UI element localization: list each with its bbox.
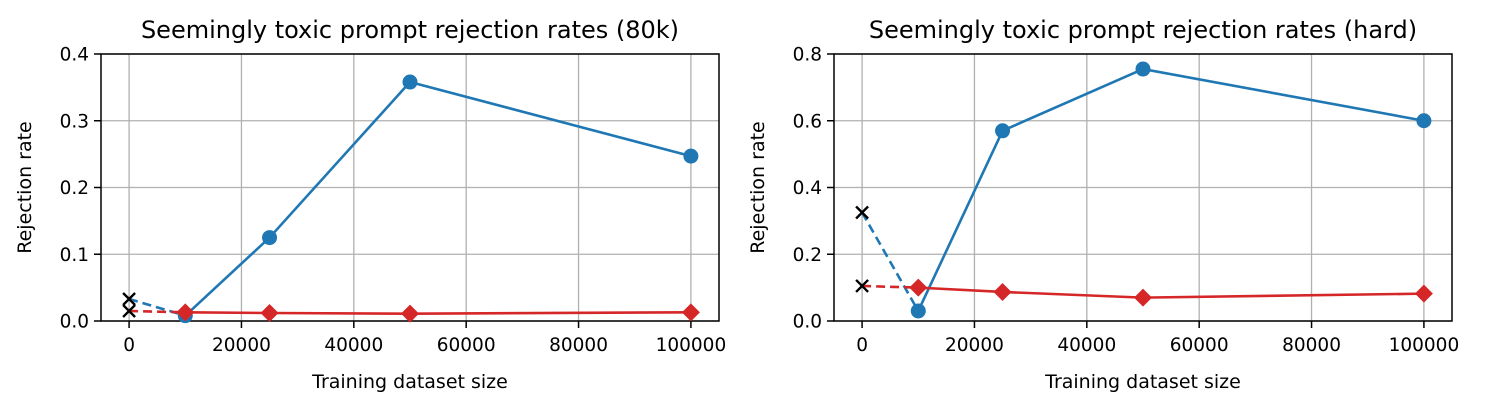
series-red xyxy=(122,303,700,323)
data-point xyxy=(402,74,418,90)
data-point xyxy=(683,148,699,164)
x-tick-label: 0 xyxy=(123,335,135,356)
chart-panel-2: 0 20000 40000 60000 80000 100000 0.0 0.2 0.4 0.6 0… xyxy=(747,16,1459,393)
y-tick-label: 0.4 xyxy=(793,178,822,199)
y-tick-label: 0.6 xyxy=(793,111,822,132)
x-tick-label: 100000 xyxy=(1389,335,1460,356)
data-point xyxy=(1135,61,1151,77)
series-blue-line xyxy=(184,80,692,317)
y-tick-label: 0.0 xyxy=(60,312,89,333)
data-point xyxy=(262,230,278,246)
baseline-x-marker xyxy=(855,279,869,293)
x-axis-label: Training dataset size xyxy=(311,371,508,393)
data-point xyxy=(909,278,928,297)
y-tick-label: 0.2 xyxy=(793,245,822,266)
data-point xyxy=(993,282,1012,301)
x-tick-label: 20000 xyxy=(212,335,271,356)
series-red xyxy=(855,278,1433,307)
data-point xyxy=(176,303,195,322)
x-axis-label: Training dataset size xyxy=(1044,371,1241,393)
data-point xyxy=(1134,288,1152,307)
x-tick-label: 80000 xyxy=(1282,335,1341,356)
x-tick-label: 40000 xyxy=(1057,335,1116,356)
y-tick-label: 0.2 xyxy=(60,178,89,199)
series-red-baseline-connector xyxy=(862,284,919,289)
data-point xyxy=(260,303,279,322)
y-tick-label: 0.3 xyxy=(60,111,89,132)
data-point xyxy=(401,304,419,323)
data-point xyxy=(910,303,926,319)
data-point xyxy=(681,303,700,322)
x-tick-label: 60000 xyxy=(1170,335,1229,356)
y-axis-label: Rejection rate xyxy=(747,121,769,253)
data-point xyxy=(1416,113,1432,129)
series-blue xyxy=(855,61,1432,319)
baseline-x-marker xyxy=(855,205,869,220)
data-point xyxy=(1414,284,1433,303)
x-tick-label: 40000 xyxy=(324,335,383,356)
series-red-baseline-connector xyxy=(129,309,186,314)
y-tick-label: 0.4 xyxy=(60,45,89,66)
chart-title: Seemingly toxic prompt rejection rates (… xyxy=(141,16,679,44)
x-tick-label: 100000 xyxy=(656,335,727,356)
chart-title: Seemingly toxic prompt rejection rates (… xyxy=(869,16,1417,44)
y-tick-label: 0.1 xyxy=(60,245,89,266)
data-point xyxy=(995,123,1011,139)
y-axis-label: Rejection rate xyxy=(14,121,36,253)
x-tick-label: 80000 xyxy=(549,335,608,356)
y-tick-label: 0.8 xyxy=(793,45,822,66)
y-tick-label: 0.0 xyxy=(793,312,822,333)
series-blue-line xyxy=(917,67,1425,312)
x-tick-label: 20000 xyxy=(945,335,1004,356)
baseline-x-marker xyxy=(122,304,136,318)
x-tick-label: 0 xyxy=(856,335,868,356)
x-tick-label: 60000 xyxy=(437,335,496,356)
series-red-line xyxy=(918,286,1424,299)
baseline-x-marker xyxy=(122,292,136,306)
series-blue-baseline-connector xyxy=(860,211,920,312)
series-blue xyxy=(122,74,699,324)
series-red-line xyxy=(185,311,691,315)
chart-panel-1: 0 20000 40000 60000 80000 100000 0.0 0.1 0.2 0.3 0… xyxy=(14,16,726,393)
